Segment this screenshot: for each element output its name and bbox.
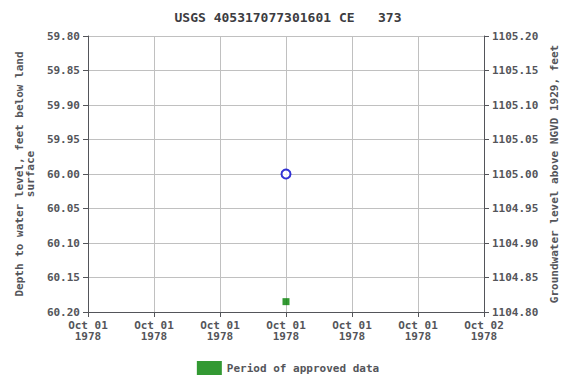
svg-text:Oct 01: Oct 01 xyxy=(68,319,108,332)
svg-text:59.90: 59.90 xyxy=(47,99,80,112)
svg-text:surface: surface xyxy=(24,150,37,197)
svg-text:Oct 01: Oct 01 xyxy=(398,319,438,332)
svg-text:1105.20: 1105.20 xyxy=(492,30,538,43)
svg-text:1105.10: 1105.10 xyxy=(492,99,538,112)
svg-text:1978: 1978 xyxy=(471,330,498,343)
svg-text:Depth to water level, feet bel: Depth to water level, feet below land xyxy=(13,51,26,297)
svg-text:1104.85: 1104.85 xyxy=(492,271,538,284)
svg-text:Period of approved data: Period of approved data xyxy=(227,362,379,375)
svg-text:1978: 1978 xyxy=(207,330,234,343)
svg-text:59.85: 59.85 xyxy=(47,64,80,77)
svg-text:59.95: 59.95 xyxy=(47,133,80,146)
svg-text:Oct 02: Oct 02 xyxy=(464,319,504,332)
svg-text:USGS 405317077301601 CE 373: USGS 405317077301601 CE 373 xyxy=(175,10,402,25)
svg-text:60.00: 60.00 xyxy=(47,168,80,181)
svg-text:1978: 1978 xyxy=(273,330,300,343)
svg-text:1978: 1978 xyxy=(339,330,366,343)
svg-text:Oct 01: Oct 01 xyxy=(134,319,174,332)
svg-text:1105.15: 1105.15 xyxy=(492,64,538,77)
svg-text:Groundwater level above NGVD 1: Groundwater level above NGVD 1929, feet xyxy=(548,45,561,303)
svg-text:1104.95: 1104.95 xyxy=(492,202,538,215)
svg-text:60.20: 60.20 xyxy=(47,306,80,319)
svg-text:Oct 01: Oct 01 xyxy=(200,319,240,332)
svg-text:1105.05: 1105.05 xyxy=(492,133,538,146)
svg-text:1978: 1978 xyxy=(141,330,168,343)
svg-text:60.05: 60.05 xyxy=(47,202,80,215)
svg-text:1104.80: 1104.80 xyxy=(492,306,538,319)
svg-text:1105.00: 1105.00 xyxy=(492,168,538,181)
svg-text:1978: 1978 xyxy=(405,330,432,343)
svg-text:60.15: 60.15 xyxy=(47,271,80,284)
svg-text:Oct 01: Oct 01 xyxy=(266,319,306,332)
svg-text:59.80: 59.80 xyxy=(47,30,80,43)
svg-text:1104.90: 1104.90 xyxy=(492,237,538,250)
svg-text:Oct 01: Oct 01 xyxy=(332,319,372,332)
svg-text:1978: 1978 xyxy=(75,330,102,343)
svg-text:60.10: 60.10 xyxy=(47,237,80,250)
